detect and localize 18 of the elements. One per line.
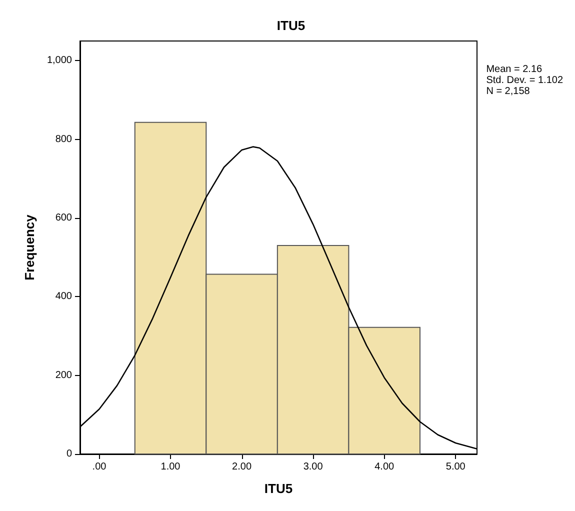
x-axis-title: ITU5 <box>264 481 293 496</box>
x-tick-label: 4.00 <box>374 462 395 472</box>
x-tick-label: 1.00 <box>160 462 181 472</box>
y-tick-label: 600 <box>55 212 72 224</box>
text: Std. Dev. = 1.102 <box>486 75 564 86</box>
x-tick-label: 2.00 <box>232 462 252 472</box>
y-tick-label: 400 <box>55 291 72 302</box>
y-tick-label: 800 <box>55 134 72 145</box>
chart-title: ITU5 <box>276 18 306 33</box>
text: Mean = 2.16 <box>486 64 543 75</box>
x-tick-label: .00 <box>92 462 107 472</box>
x-tick-label: 5.00 <box>446 462 466 472</box>
y-tick-label: 200 <box>55 370 72 381</box>
text: N = 2,158 <box>486 86 530 97</box>
y-axis-title: Frequency <box>22 214 38 280</box>
y-tick-label: 0 <box>66 448 72 460</box>
y-tick-label: 1,000 <box>46 55 72 66</box>
x-tick-label: 3.00 <box>303 462 324 472</box>
